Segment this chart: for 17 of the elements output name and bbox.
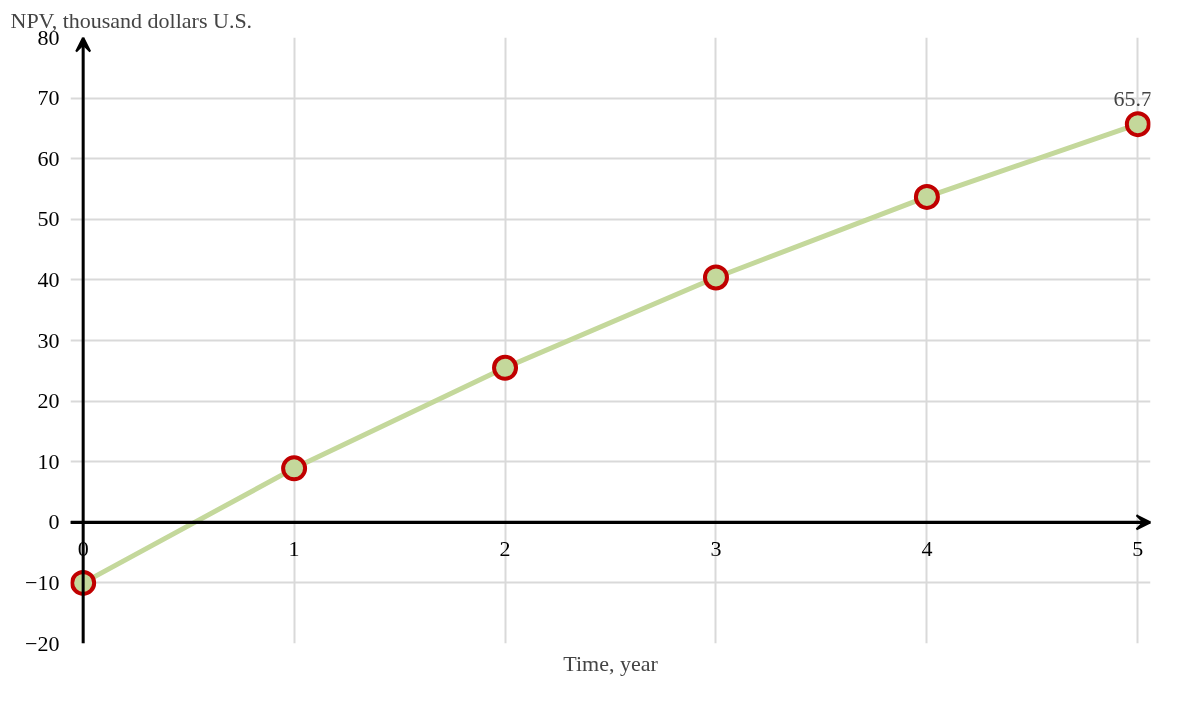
x-tick-label: 1 (288, 536, 300, 562)
y-tick-label: 0 (48, 509, 60, 535)
x-tick-label: 4 (921, 536, 933, 562)
x-tick-label: 5 (1132, 536, 1144, 562)
y-tick-label: 10 (37, 448, 60, 474)
y-tick-label: 40 (37, 266, 60, 292)
y-tick-label: 30 (37, 327, 60, 353)
x-tick-label: 3 (710, 536, 722, 562)
y-tick-label: 20 (37, 388, 60, 414)
x-tick-label: 2 (499, 536, 511, 562)
y-tick-label: 70 (37, 85, 60, 111)
y-tick-label: 60 (37, 145, 60, 171)
data-label: 65.7 (1113, 86, 1153, 112)
y-tick-label: −10 (25, 569, 60, 595)
y-tick-label: 50 (37, 206, 60, 232)
x-axis-title: Time, year (563, 650, 659, 676)
y-tick-label: −20 (25, 630, 60, 656)
